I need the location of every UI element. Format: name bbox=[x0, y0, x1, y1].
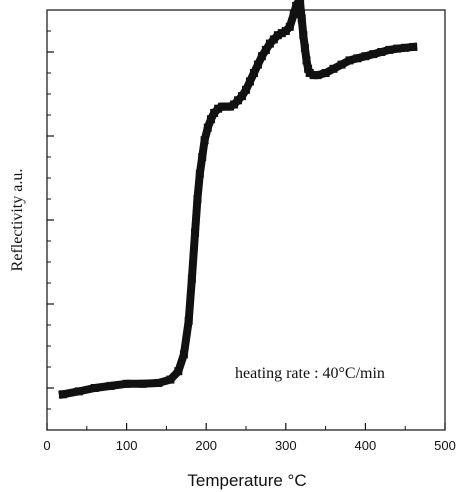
data-point bbox=[242, 85, 250, 94]
x-tick-label: 400 bbox=[355, 438, 377, 453]
data-point bbox=[195, 169, 204, 178]
data-point bbox=[302, 56, 311, 65]
series-layer bbox=[58, 0, 418, 399]
data-point bbox=[245, 77, 254, 86]
data-point bbox=[313, 71, 322, 80]
x-axis-title: Temperature °C bbox=[187, 471, 306, 490]
annotation-heating-rate: heating rate : 40°C/min bbox=[235, 365, 385, 382]
data-point bbox=[257, 52, 266, 61]
data-point bbox=[90, 384, 99, 392]
data-point bbox=[74, 387, 83, 396]
data-point bbox=[249, 69, 258, 77]
y-axis-title: Reflectivity a.u. bbox=[9, 169, 26, 272]
data-point bbox=[261, 45, 270, 54]
data-point bbox=[361, 52, 370, 61]
data-point bbox=[106, 381, 115, 390]
data-point bbox=[353, 54, 362, 63]
data-point bbox=[304, 64, 313, 73]
data-point bbox=[122, 379, 131, 388]
data-point bbox=[191, 228, 200, 237]
data-point bbox=[297, 14, 306, 23]
data-point bbox=[187, 274, 196, 283]
data-point bbox=[166, 375, 175, 384]
x-tick-label: 0 bbox=[43, 438, 50, 453]
data-point bbox=[198, 153, 207, 161]
data-point bbox=[253, 60, 262, 69]
data-point bbox=[285, 22, 294, 31]
data-point bbox=[377, 48, 386, 56]
data-point bbox=[369, 50, 378, 59]
data-point bbox=[385, 45, 394, 54]
data-point bbox=[206, 115, 215, 124]
data-point bbox=[234, 96, 243, 105]
data-point bbox=[296, 0, 305, 8]
data-point bbox=[174, 367, 183, 376]
x-axis: 0 100 200 300 400 500 bbox=[43, 423, 456, 453]
data-point bbox=[300, 43, 309, 52]
data-point bbox=[299, 31, 308, 40]
data-point bbox=[265, 39, 274, 48]
x-tick-label: 100 bbox=[116, 438, 138, 453]
y-axis bbox=[47, 9, 54, 431]
data-point bbox=[154, 378, 163, 387]
x-tick-label: 500 bbox=[434, 438, 456, 453]
data-point bbox=[200, 136, 209, 145]
data-point bbox=[289, 10, 298, 19]
data-point bbox=[409, 42, 418, 51]
data-point bbox=[230, 100, 239, 109]
x-tick-label: 200 bbox=[195, 438, 217, 453]
x-tick-label: 300 bbox=[275, 438, 297, 453]
data-point bbox=[345, 56, 354, 65]
data-point bbox=[393, 44, 402, 53]
data-point bbox=[210, 108, 219, 117]
data-point bbox=[337, 60, 346, 69]
data-point bbox=[321, 69, 330, 77]
data-point bbox=[401, 43, 410, 52]
data-point bbox=[329, 64, 338, 73]
data-point bbox=[193, 195, 202, 203]
data-point bbox=[281, 27, 290, 35]
data-point bbox=[179, 350, 188, 359]
data-point bbox=[184, 316, 193, 325]
data-point bbox=[238, 92, 247, 101]
data-point bbox=[269, 35, 278, 44]
data-point bbox=[138, 379, 147, 388]
data-point bbox=[58, 390, 67, 399]
data-point bbox=[203, 123, 212, 132]
